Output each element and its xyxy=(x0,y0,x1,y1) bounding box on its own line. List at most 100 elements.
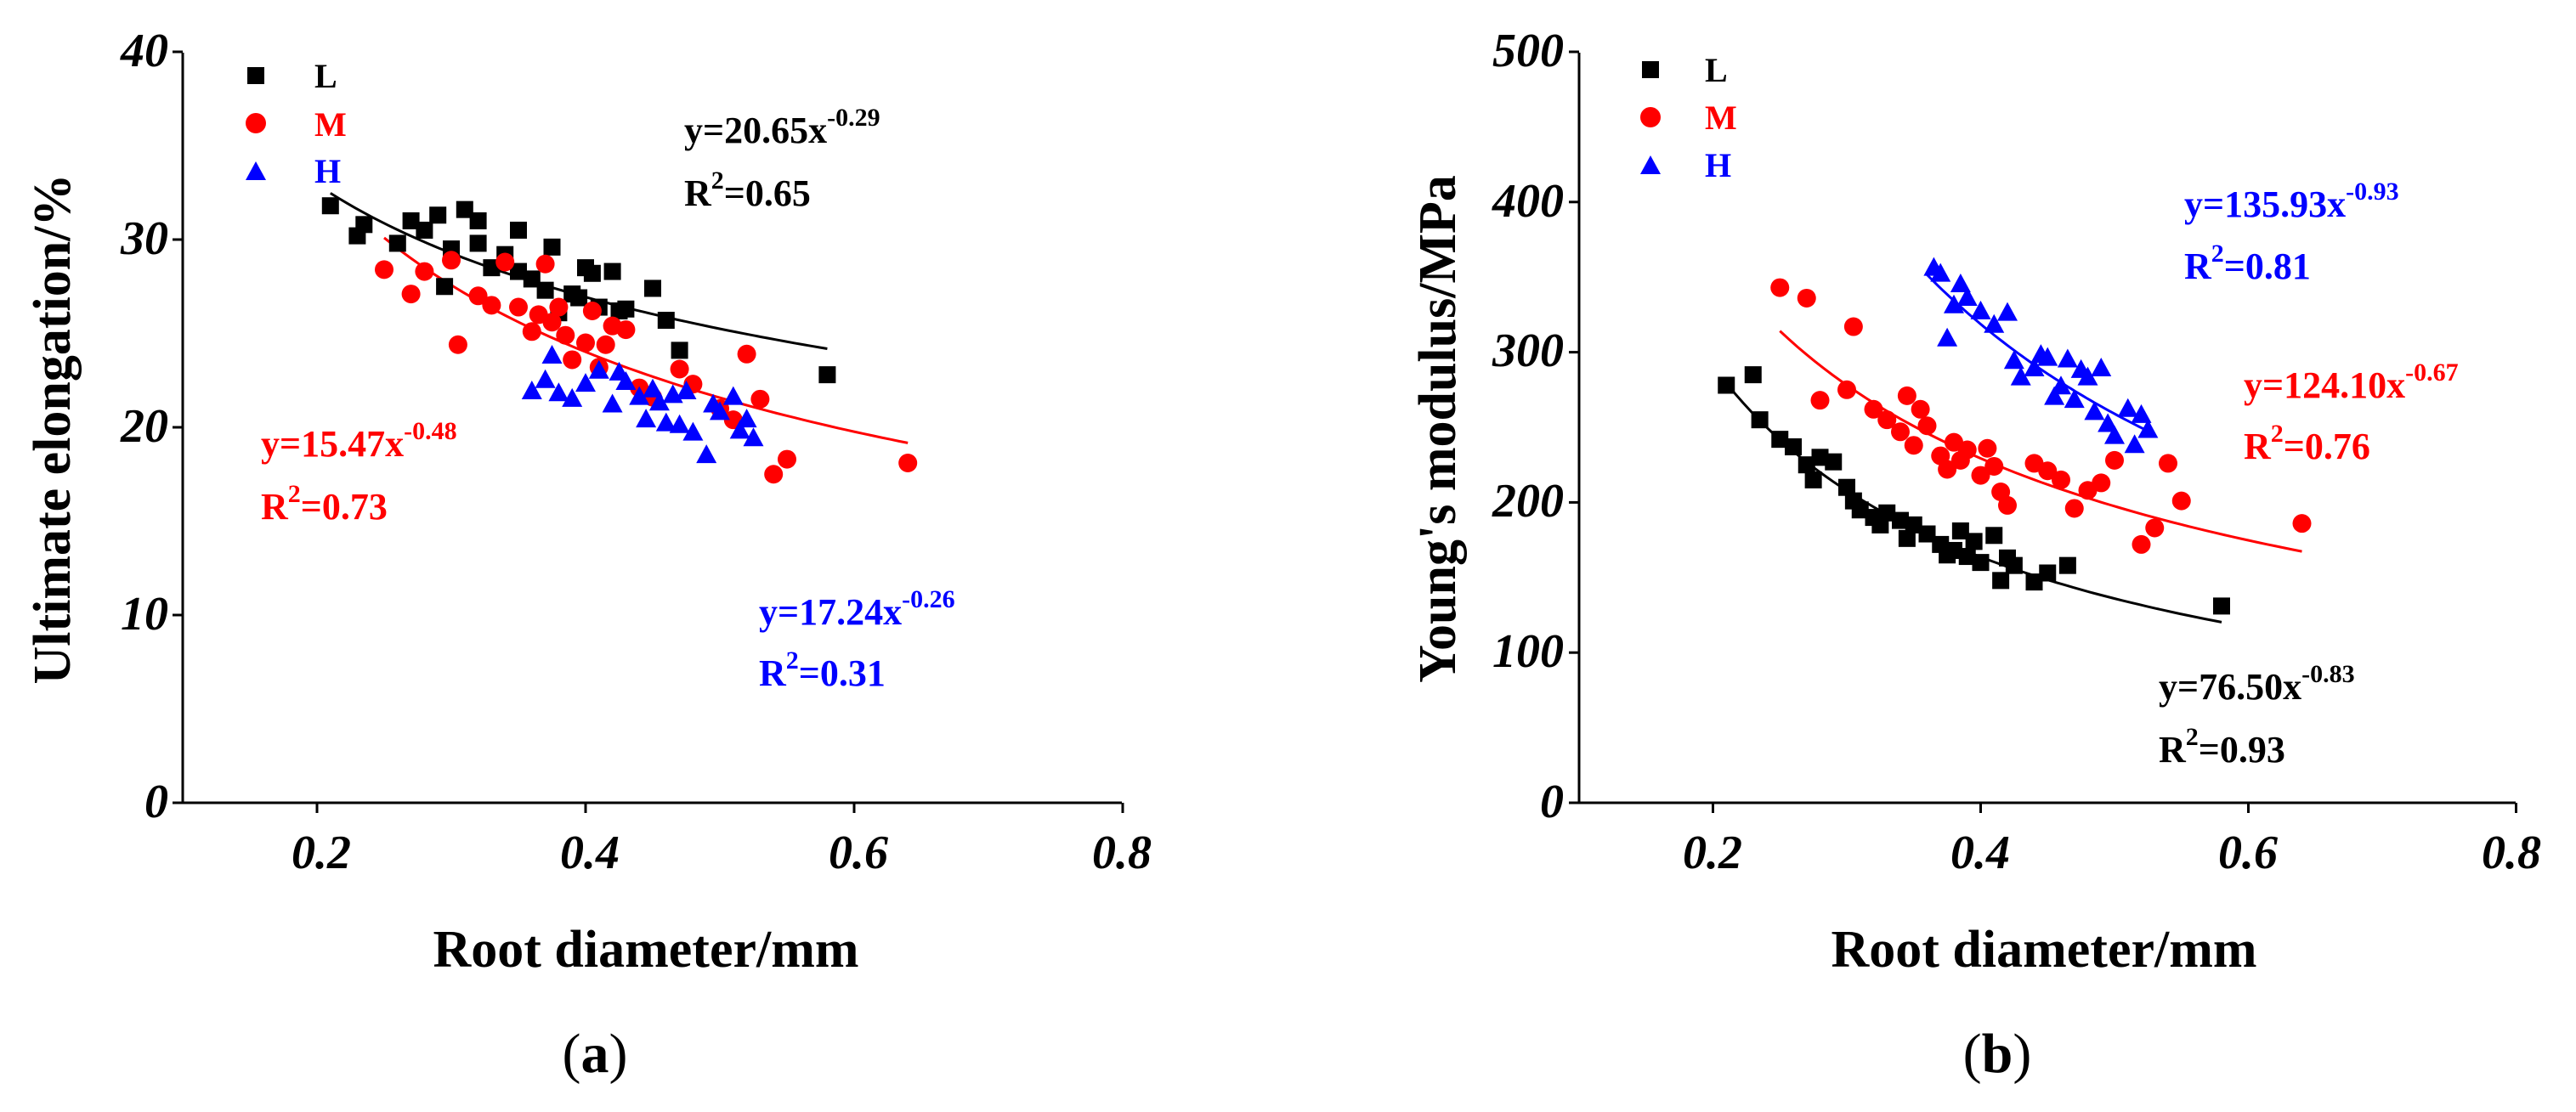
chart-b-point-m xyxy=(1957,440,1977,460)
chart-a-point-h xyxy=(710,401,730,421)
chart-b-point-h xyxy=(2010,366,2031,386)
legend-label: M xyxy=(1705,99,1737,137)
chart-b-point-l xyxy=(1798,456,1815,474)
chart-a-y-tick-label: 30 xyxy=(120,212,168,265)
chart-b-point-l xyxy=(1972,554,1990,572)
chart-b-point-l xyxy=(1804,471,1822,488)
equation-text: y=124.10x-0.67 xyxy=(2244,358,2459,406)
chart-b-point-m xyxy=(2132,534,2151,554)
chart-b-point-h xyxy=(1944,294,1964,313)
equation-text: y=20.65x-0.29 xyxy=(684,104,880,151)
chart-a-point-h xyxy=(615,370,637,390)
chart-a-point-h xyxy=(682,421,704,441)
chart-b-x-tick-label: 0.4 xyxy=(1950,827,2010,879)
chart-a-point-l xyxy=(429,206,447,224)
chart-a-point-h xyxy=(602,393,623,413)
chart-a-point-m xyxy=(778,449,796,469)
chart-a-point-m xyxy=(898,453,918,472)
equation-text: y=135.93x-0.93 xyxy=(2184,178,2399,225)
chart-b-point-l xyxy=(1785,437,1802,455)
chart-a-point-l xyxy=(570,289,588,307)
chart-a-point-l xyxy=(510,221,527,239)
chart-a-point-h xyxy=(562,387,583,407)
chart-a-point-h xyxy=(655,412,677,432)
chart-b-point-h xyxy=(2131,404,2152,423)
chart-a-point-m xyxy=(448,335,467,354)
r2-text: R2=0.31 xyxy=(759,646,886,694)
chart-b-point-l xyxy=(2025,573,2043,591)
legend-label: M xyxy=(314,105,347,144)
chart-b-point-h xyxy=(2024,358,2045,377)
chart-b-y-axis-label: Young's modulus/MPa xyxy=(1409,175,1467,683)
legend-marker-circle xyxy=(246,113,266,133)
chart-b-point-h xyxy=(2137,419,2159,438)
r2-text: R2=0.81 xyxy=(2184,240,2311,287)
chart-b-point-l xyxy=(1744,366,1762,384)
chart-b-point-l xyxy=(2005,556,2023,574)
chart-a: 0.2 0.4 0.6 0.8 0 10 20 30 40 Root diame… xyxy=(24,25,1152,1085)
chart-a-point-l xyxy=(818,366,836,384)
legend-label: L xyxy=(314,57,337,95)
chart-b-point-m xyxy=(1984,456,2004,476)
chart-b-point-l xyxy=(1992,572,2010,590)
chart-b-x-tick-label: 0.8 xyxy=(2482,827,2541,879)
chart-b-point-h xyxy=(2037,347,2058,366)
chart-b-equation-h: y=135.93x-0.93 R2=0.81 xyxy=(2184,178,2399,287)
chart-a-point-h xyxy=(669,414,690,433)
chart-a-point-l xyxy=(321,197,339,215)
chart-b-y-tick-label: 200 xyxy=(1492,475,1564,528)
chart-b-point-m xyxy=(1998,495,2017,515)
legend-marker-triangle xyxy=(1640,155,1661,174)
chart-b-point-l xyxy=(1898,529,1916,547)
chart-b-equation-l: y=76.50x-0.83 R2=0.93 xyxy=(2159,660,2355,770)
chart-b-equation-m: y=124.10x-0.67 R2=0.76 xyxy=(2244,358,2459,467)
chart-b-point-m xyxy=(2064,499,2084,518)
chart-a-point-h xyxy=(729,420,750,439)
chart-a-point-h xyxy=(696,444,717,464)
legend-label: L xyxy=(1705,51,1728,89)
chart-b-y-tick-label: 100 xyxy=(1492,625,1564,678)
chart-a-point-m xyxy=(415,262,434,281)
chart-b-point-m xyxy=(2292,514,2312,533)
chart-a-point-l xyxy=(469,234,487,252)
chart-b-y-tick-label: 400 xyxy=(1492,175,1564,228)
legend-label: H xyxy=(1705,146,1731,184)
chart-b-point-h xyxy=(1950,274,1971,293)
chart-b-point-m xyxy=(1810,391,1830,410)
chart-a-point-l xyxy=(617,300,635,318)
chart-a-point-l xyxy=(603,262,621,280)
chart-a-point-m xyxy=(750,389,770,409)
chart-b: 0.2 0.4 0.6 0.8 0 100 200 300 400 500 Ro… xyxy=(1409,25,2541,1085)
chart-b-point-l xyxy=(1751,411,1769,429)
r2-text: R2=0.73 xyxy=(261,480,388,528)
chart-a-point-l xyxy=(456,200,473,218)
chart-a-point-h xyxy=(676,381,697,400)
chart-b-point-l xyxy=(1771,431,1789,449)
chart-a-point-h xyxy=(521,381,542,400)
chart-a-equation-h: y=17.24x-0.26 R2=0.31 xyxy=(759,585,955,694)
chart-b-point-m xyxy=(2145,518,2165,538)
chart-b-point-h xyxy=(2098,413,2119,432)
chart-a-point-h xyxy=(548,382,569,402)
chart-b-point-m xyxy=(1938,460,1957,479)
equation-text: y=17.24x-0.26 xyxy=(759,585,955,633)
chart-b-point-h xyxy=(2051,375,2071,395)
chart-b-point-h xyxy=(1937,327,1958,347)
chart-b-point-l xyxy=(1905,516,1922,533)
chart-b-point-l xyxy=(1718,376,1735,394)
chart-b-point-m xyxy=(1770,278,1790,297)
chart-a-point-m xyxy=(737,344,756,364)
chart-a-point-m xyxy=(576,333,595,353)
chart-b-point-h xyxy=(1930,262,1951,282)
chart-a-point-h xyxy=(588,359,609,379)
chart-b-point-l xyxy=(1945,541,1962,559)
chart-b-point-m xyxy=(1877,410,1897,430)
chart-b-point-l xyxy=(1878,504,1896,522)
chart-a-point-m xyxy=(495,252,515,272)
chart-b-point-m xyxy=(2038,461,2058,481)
legend-marker-square xyxy=(247,67,264,84)
chart-b-point-l xyxy=(2058,556,2076,574)
chart-a-y-tick-label: 10 xyxy=(121,588,168,641)
chart-a-point-m xyxy=(670,359,689,379)
chart-b-point-l xyxy=(1985,527,2003,545)
